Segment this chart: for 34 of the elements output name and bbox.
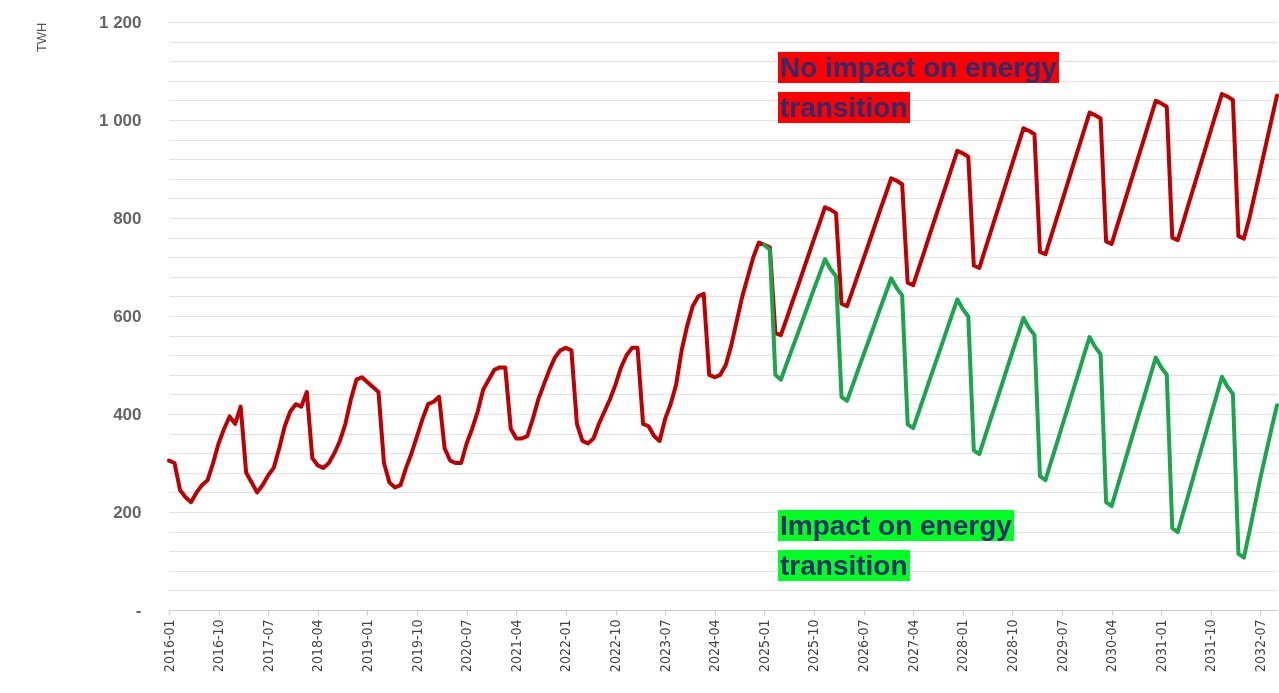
line-series <box>167 92 1279 505</box>
x-tick-label: 2028-10 <box>1003 619 1020 673</box>
x-tick-label: 2031-10 <box>1202 619 1219 673</box>
y-tick-label: 400 <box>113 404 142 424</box>
x-tick-label: 2029-07 <box>1053 619 1070 673</box>
x-tick-label: 2021-04 <box>507 619 524 673</box>
series-label: No impact on energy transition <box>778 52 1059 123</box>
x-tick-label: 2031-01 <box>1152 619 1169 673</box>
x-tick-label: 2030-04 <box>1103 619 1120 673</box>
x-tick-label: 2022-01 <box>557 619 574 673</box>
x-tick-label: 2032-07 <box>1251 619 1268 673</box>
y-axis-title: TWH <box>33 22 49 53</box>
y-tick-label: 800 <box>113 208 142 228</box>
x-tick-label: 2020-07 <box>458 619 475 673</box>
x-tick-label: 2016-01 <box>160 619 177 673</box>
x-tick-label: 2016-10 <box>210 619 227 673</box>
x-tick-label: 2024-04 <box>706 619 723 673</box>
x-tick-label: 2017-07 <box>259 619 276 673</box>
x-tick-label: 2026-07 <box>855 619 872 673</box>
y-tick-label: - <box>135 600 142 620</box>
y-tick-label: 1 000 <box>98 110 142 130</box>
x-tick-label: 2025-01 <box>755 619 772 673</box>
x-tick-label: 2019-10 <box>408 619 425 673</box>
series-label: Impact on energy transition <box>778 510 1014 581</box>
y-tick-label: 600 <box>113 306 142 326</box>
x-tick-label: 2023-07 <box>656 619 673 673</box>
x-tick-label: 2027-04 <box>904 619 921 673</box>
x-tick-label: 2022-10 <box>607 619 624 673</box>
x-tick-label: 2025-10 <box>805 619 822 673</box>
x-tick-label: 2028-01 <box>954 619 971 673</box>
x-tick-label: 2019-01 <box>358 619 375 673</box>
y-tick-label: 1 200 <box>98 12 142 32</box>
y-tick-label: 200 <box>113 502 142 522</box>
x-tick-label: 2018-04 <box>309 619 326 673</box>
